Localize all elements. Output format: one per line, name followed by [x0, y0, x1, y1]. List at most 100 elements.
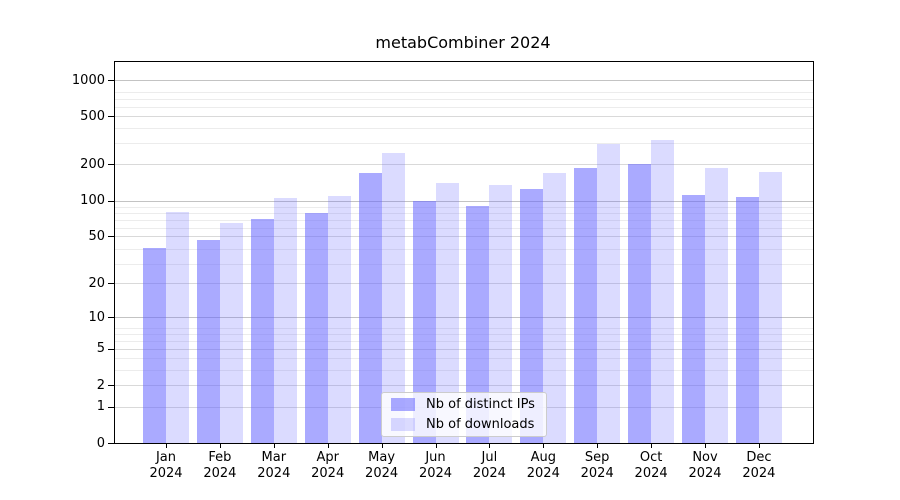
- gridline-major: [113, 80, 813, 81]
- bar-downloads: [651, 139, 675, 443]
- legend-swatch-distinct-ips: [391, 398, 415, 411]
- x-tick-label: Jul 2024: [472, 450, 506, 481]
- x-tick-label: Nov 2024: [688, 450, 722, 481]
- x-tick-mark: [758, 443, 760, 448]
- gridline-minor: [113, 333, 813, 335]
- x-tick-mark: [435, 443, 437, 448]
- y-tick-label: 2: [96, 377, 105, 393]
- bar-distinct-ips: [412, 200, 436, 443]
- x-tick-mark: [489, 443, 491, 448]
- y-tick-label: 200: [80, 156, 105, 172]
- bar-distinct-ips: [574, 167, 598, 443]
- gridline-minor: [113, 206, 813, 208]
- bar-distinct-ips: [250, 219, 274, 443]
- legend-item-downloads: Nb of downloads: [391, 417, 546, 432]
- bar-downloads: [273, 197, 297, 443]
- gridline-minor: [113, 98, 813, 100]
- x-tick-mark: [273, 443, 275, 448]
- x-tick-label: Oct 2024: [634, 450, 668, 481]
- y-tick-mark: [107, 164, 114, 166]
- gridline-minor: [113, 212, 813, 214]
- bar-distinct-ips: [196, 239, 220, 443]
- x-tick-mark: [543, 443, 545, 448]
- y-tick-mark: [107, 200, 114, 202]
- x-tick-label: Feb 2024: [203, 450, 237, 481]
- gridline-minor: [113, 358, 813, 360]
- y-tick-mark: [107, 406, 114, 408]
- gridline-minor: [113, 370, 813, 372]
- legend-label-distinct-ips: Nb of distinct IPs: [426, 397, 535, 412]
- bar-distinct-ips: [304, 212, 328, 443]
- x-tick-mark: [651, 443, 653, 448]
- gridline-minor: [113, 249, 813, 251]
- gridline-minor: [113, 91, 813, 93]
- legend: Nb of distinct IPs Nb of downloads: [381, 392, 547, 437]
- gridline-major: [113, 317, 813, 318]
- y-tick-label: 1: [96, 399, 105, 415]
- y-tick-mark: [107, 443, 114, 444]
- y-tick-mark: [107, 385, 114, 387]
- x-tick-mark: [166, 443, 167, 448]
- gridline-minor: [113, 264, 813, 266]
- gridline-major: [113, 348, 813, 350]
- bar-downloads: [758, 171, 782, 443]
- x-tick-label: Mar 2024: [257, 450, 291, 481]
- legend-label-downloads: Nb of downloads: [426, 417, 535, 432]
- y-tick-mark: [107, 348, 114, 350]
- gridline-minor: [113, 143, 813, 145]
- legend-item-distinct-ips: Nb of distinct IPs: [391, 397, 546, 412]
- gridline-major: [113, 236, 813, 238]
- bar-distinct-ips: [466, 206, 490, 443]
- y-tick-label: 10: [88, 309, 105, 325]
- gridline-minor: [113, 128, 813, 130]
- bar-downloads: [435, 183, 459, 443]
- x-tick-mark: [381, 443, 383, 448]
- bar-distinct-ips: [358, 172, 382, 443]
- bar-downloads: [543, 172, 567, 443]
- legend-swatch-downloads: [391, 418, 415, 431]
- bar-distinct-ips: [682, 194, 705, 443]
- x-tick-mark: [705, 443, 706, 448]
- bar-distinct-ips: [143, 247, 166, 443]
- y-tick-label: 50: [88, 228, 105, 244]
- y-tick-mark: [107, 317, 114, 318]
- bar-distinct-ips: [520, 189, 544, 443]
- bar-downloads: [597, 144, 621, 443]
- bar-downloads: [381, 152, 405, 443]
- gridline-major: [113, 283, 813, 284]
- spine-bottom: [113, 443, 814, 444]
- y-tick-mark: [107, 80, 114, 81]
- gridline-major: [113, 164, 813, 166]
- x-tick-label: Apr 2024: [311, 450, 345, 481]
- y-tick-label: 1000: [71, 72, 105, 88]
- gridline-minor: [113, 106, 813, 108]
- bar-downloads: [219, 222, 243, 443]
- gridline-minor: [113, 327, 813, 329]
- gridline-major: [113, 116, 813, 118]
- x-tick-mark: [219, 443, 221, 448]
- gridline-major: [113, 200, 813, 202]
- x-tick-label: Jun 2024: [418, 450, 453, 481]
- y-tick-mark: [107, 236, 114, 238]
- y-tick-label: 100: [80, 193, 105, 208]
- gridline-minor: [113, 219, 813, 221]
- gridline-minor: [113, 340, 813, 342]
- x-tick-label: Sep 2024: [580, 450, 614, 481]
- bar-distinct-ips: [735, 197, 759, 443]
- x-tick-label: Jan 2024: [149, 450, 183, 481]
- spine-right: [813, 61, 814, 444]
- spine-left: [113, 61, 115, 444]
- gridline-major: [113, 385, 813, 387]
- x-tick-label: May 2024: [365, 450, 399, 481]
- bar-downloads: [327, 196, 351, 443]
- y-tick-label: 0: [96, 435, 105, 451]
- bar-distinct-ips: [628, 164, 652, 443]
- x-tick-label: Aug 2024: [526, 450, 560, 481]
- y-tick-label: 20: [88, 275, 105, 291]
- x-tick-label: Dec 2024: [742, 450, 776, 481]
- y-tick-label: 500: [80, 108, 105, 124]
- spine-top: [113, 61, 814, 62]
- bar-downloads: [166, 212, 189, 443]
- chart-title: metabCombiner 2024: [375, 33, 551, 52]
- x-tick-mark: [327, 443, 329, 448]
